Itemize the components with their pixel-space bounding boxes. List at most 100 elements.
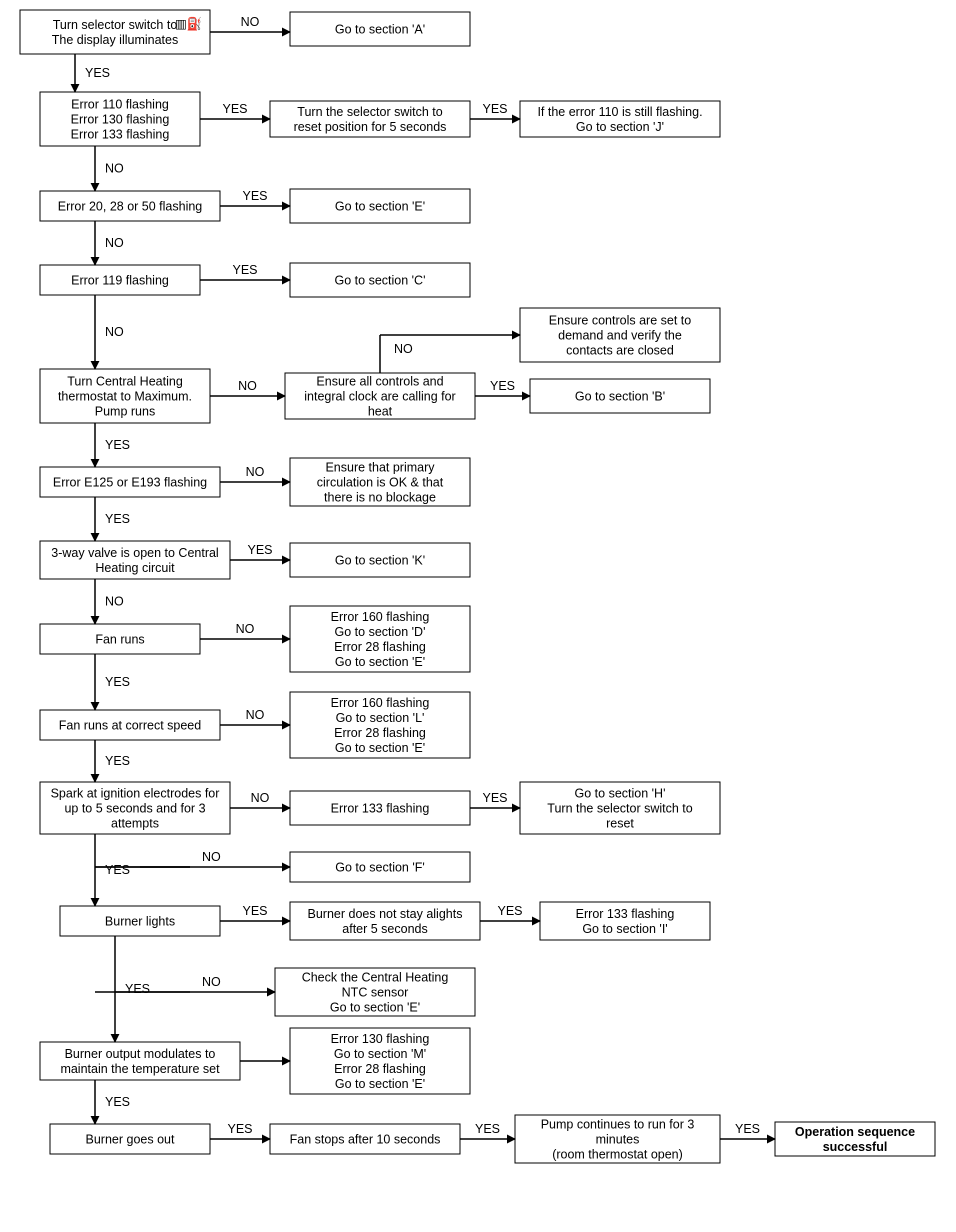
svg-text:heat: heat bbox=[368, 405, 393, 419]
svg-text:Go to section 'F': Go to section 'F' bbox=[335, 861, 425, 875]
svg-text:Go to section 'B': Go to section 'B' bbox=[575, 390, 665, 404]
svg-text:NO: NO bbox=[105, 162, 124, 176]
svg-text:YES: YES bbox=[222, 102, 247, 116]
svg-text:minutes: minutes bbox=[596, 1133, 640, 1147]
flow-node-n10b: Error 133 flashing bbox=[290, 791, 470, 825]
svg-text:Ensure all controls and: Ensure all controls and bbox=[316, 375, 443, 389]
svg-text:Error 130 flashing: Error 130 flashing bbox=[71, 113, 170, 127]
svg-text:maintain the temperature set: maintain the temperature set bbox=[60, 1062, 220, 1076]
svg-text:YES: YES bbox=[227, 1122, 252, 1136]
flow-node-n2c: If the error 110 is still flashing.Go to… bbox=[520, 101, 720, 137]
flow-node-n3b: Go to section 'E' bbox=[290, 189, 470, 223]
svg-text:NO: NO bbox=[105, 236, 124, 250]
svg-text:Spark at ignition electrodes f: Spark at ignition electrodes for bbox=[51, 787, 220, 801]
svg-text:contacts are closed: contacts are closed bbox=[566, 344, 674, 358]
svg-text:Go to section 'L': Go to section 'L' bbox=[336, 711, 425, 725]
svg-text:(room thermostat open): (room thermostat open) bbox=[552, 1148, 683, 1162]
svg-text:Go to section 'H': Go to section 'H' bbox=[575, 787, 666, 801]
svg-text:successful: successful bbox=[823, 1140, 888, 1154]
flow-node-n5b: Ensure all controls andintegral clock ar… bbox=[285, 373, 475, 419]
svg-text:Check the Central Heating: Check the Central Heating bbox=[302, 971, 449, 985]
svg-text:Operation sequence: Operation sequence bbox=[795, 1125, 915, 1139]
svg-text:YES: YES bbox=[105, 438, 130, 452]
svg-text:NO: NO bbox=[394, 342, 413, 356]
svg-text:Go to section 'E': Go to section 'E' bbox=[335, 655, 425, 669]
svg-text:Go to section 'A': Go to section 'A' bbox=[335, 23, 425, 37]
svg-text:Go to section 'J': Go to section 'J' bbox=[576, 120, 664, 134]
svg-text:Error 20, 28 or 50 flashing: Error 20, 28 or 50 flashing bbox=[58, 200, 203, 214]
svg-text:thermostat to Maximum.: thermostat to Maximum. bbox=[58, 390, 192, 404]
svg-text:Turn Central Heating: Turn Central Heating bbox=[67, 375, 183, 389]
flow-node-n8b: Error 160 flashingGo to section 'D'Error… bbox=[290, 606, 470, 672]
svg-text:YES: YES bbox=[232, 263, 257, 277]
flow-node-n9: Fan runs at correct speed bbox=[40, 710, 220, 740]
svg-text:Heating circuit: Heating circuit bbox=[95, 561, 175, 575]
svg-text:YES: YES bbox=[497, 904, 522, 918]
svg-text:Go to section 'E': Go to section 'E' bbox=[330, 1001, 420, 1015]
svg-text:Turn selector switch to: Turn selector switch to bbox=[53, 18, 178, 32]
flow-node-n5c: Go to section 'B' bbox=[530, 379, 710, 413]
svg-text:YES: YES bbox=[735, 1122, 760, 1136]
svg-text:integral clock are calling for: integral clock are calling for bbox=[304, 390, 455, 404]
svg-text:YES: YES bbox=[105, 512, 130, 526]
svg-text:Error 160 flashing: Error 160 flashing bbox=[331, 610, 430, 624]
flowchart-canvas: Turn selector switch toThe display illum… bbox=[0, 0, 956, 1232]
svg-text:Error 28 flashing: Error 28 flashing bbox=[334, 1062, 426, 1076]
flow-node-n10c: Go to section 'H'Turn the selector switc… bbox=[520, 782, 720, 834]
flow-node-n7b: Go to section 'K' bbox=[290, 543, 470, 577]
svg-text:Ensure that primary: Ensure that primary bbox=[325, 461, 435, 475]
svg-text:Burner goes out: Burner goes out bbox=[86, 1133, 175, 1147]
svg-text:Ensure controls are set to: Ensure controls are set to bbox=[549, 314, 691, 328]
svg-text:after 5 seconds: after 5 seconds bbox=[342, 922, 427, 936]
svg-text:YES: YES bbox=[242, 189, 267, 203]
svg-text:Go to section 'I': Go to section 'I' bbox=[582, 922, 667, 936]
svg-text:YES: YES bbox=[242, 904, 267, 918]
svg-text:Pump runs: Pump runs bbox=[95, 405, 155, 419]
flow-node-n4c: Ensure controls are set todemand and ver… bbox=[520, 308, 720, 362]
flow-node-n13b: Fan stops after 10 seconds bbox=[270, 1124, 460, 1154]
svg-text:NO: NO bbox=[246, 708, 265, 722]
svg-text:YES: YES bbox=[247, 543, 272, 557]
flow-node-n11: Burner lights bbox=[60, 906, 220, 936]
flow-node-n13d: Operation sequencesuccessful bbox=[775, 1122, 935, 1156]
svg-text:Go to section 'E': Go to section 'E' bbox=[335, 200, 425, 214]
svg-text:NO: NO bbox=[246, 465, 265, 479]
svg-text:demand and verify the: demand and verify the bbox=[558, 329, 682, 343]
svg-text:Pump continues to run for 3: Pump continues to run for 3 bbox=[541, 1118, 695, 1132]
svg-text:Go to section 'M': Go to section 'M' bbox=[334, 1047, 426, 1061]
svg-text:If the error 110 is still flas: If the error 110 is still flashing. bbox=[537, 105, 702, 119]
svg-text:Error 119 flashing: Error 119 flashing bbox=[71, 274, 169, 288]
svg-text:Fan runs: Fan runs bbox=[95, 633, 144, 647]
flow-node-n10: Spark at ignition electrodes forup to 5 … bbox=[40, 782, 230, 834]
flow-node-n2: Error 110 flashingError 130 flashingErro… bbox=[40, 92, 200, 146]
svg-text:attempts: attempts bbox=[111, 817, 159, 831]
flow-node-n13: Burner goes out bbox=[50, 1124, 210, 1154]
svg-text:Turn the selector switch to: Turn the selector switch to bbox=[547, 802, 692, 816]
svg-text:▥⛽: ▥⛽ bbox=[175, 16, 202, 31]
svg-text:Go to section 'E': Go to section 'E' bbox=[335, 1077, 425, 1091]
flow-node-n12b: Error 130 flashingGo to section 'M'Error… bbox=[290, 1028, 470, 1094]
flow-node-n4b: Go to section 'C' bbox=[290, 263, 470, 297]
flow-node-n5: Turn Central Heatingthermostat to Maximu… bbox=[40, 369, 210, 423]
svg-text:YES: YES bbox=[105, 675, 130, 689]
flow-node-n1b: Go to section 'A' bbox=[290, 12, 470, 46]
svg-text:YES: YES bbox=[85, 66, 110, 80]
svg-text:Go to section 'C': Go to section 'C' bbox=[335, 274, 426, 288]
svg-text:reset: reset bbox=[606, 817, 634, 831]
svg-text:NTC sensor: NTC sensor bbox=[342, 986, 409, 1000]
svg-text:NO: NO bbox=[238, 379, 257, 393]
svg-text:NO: NO bbox=[241, 15, 260, 29]
svg-text:Error 28 flashing: Error 28 flashing bbox=[334, 726, 426, 740]
svg-text:YES: YES bbox=[482, 102, 507, 116]
flow-node-n7: 3-way valve is open to CentralHeating ci… bbox=[40, 541, 230, 579]
svg-text:there is no blockage: there is no blockage bbox=[324, 491, 436, 505]
svg-text:Error 133 flashing: Error 133 flashing bbox=[71, 128, 170, 142]
svg-text:reset position for 5 seconds: reset position for 5 seconds bbox=[294, 120, 447, 134]
flow-node-n6: Error E125 or E193 flashing bbox=[40, 467, 220, 497]
svg-text:YES: YES bbox=[125, 982, 150, 996]
svg-text:NO: NO bbox=[251, 791, 270, 805]
flow-node-n13c: Pump continues to run for 3minutes(room … bbox=[515, 1115, 720, 1163]
flow-node-n3: Error 20, 28 or 50 flashing bbox=[40, 191, 220, 221]
flow-node-n10d: Go to section 'F' bbox=[290, 852, 470, 882]
svg-text:YES: YES bbox=[105, 863, 130, 877]
